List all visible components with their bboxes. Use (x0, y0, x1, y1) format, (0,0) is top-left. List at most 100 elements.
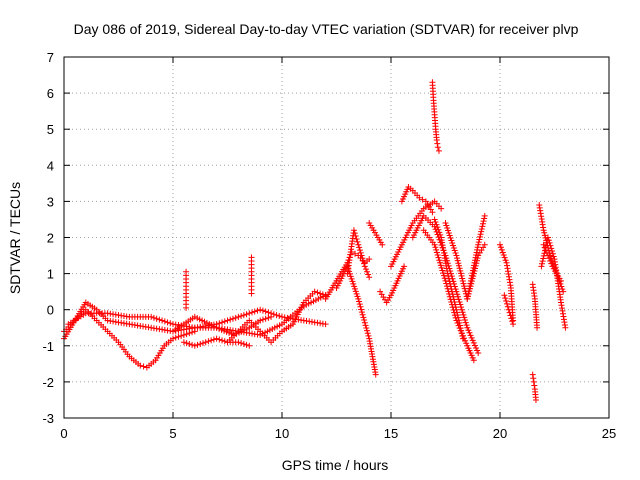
data-point-marker (454, 311, 461, 318)
data-point-marker (358, 306, 365, 313)
data-point-marker (186, 340, 193, 347)
x-tick-label: 25 (602, 426, 616, 441)
data-point-marker (197, 340, 204, 347)
data-series-track-02 (61, 292, 329, 338)
data-point-marker (191, 342, 198, 349)
data-point-marker (180, 339, 187, 346)
data-point-marker (355, 295, 362, 302)
data-series-track-10 (333, 263, 379, 378)
data-point-marker (210, 336, 217, 343)
data-point-marker (353, 235, 360, 242)
data-point-marker (550, 253, 557, 260)
data-point-marker (456, 322, 463, 329)
data-point-marker (562, 324, 569, 331)
data-point-marker (243, 341, 250, 348)
data-point-marker (435, 254, 442, 261)
data-point-marker (547, 257, 554, 264)
x-tick-label: 5 (169, 426, 176, 441)
data-point-marker (548, 260, 555, 267)
data-point-marker (240, 312, 247, 319)
data-point-marker (448, 286, 455, 293)
y-tick-label: 4 (47, 158, 54, 173)
data-point-marker (473, 260, 480, 267)
plot-frame (63, 56, 610, 419)
data-point-marker (262, 308, 269, 315)
data-point-marker (464, 295, 471, 302)
data-series-track-20 (442, 212, 488, 302)
x-tick-label: 15 (384, 426, 398, 441)
data-point-marker (461, 283, 468, 290)
data-point-marker (314, 289, 321, 296)
data-point-marker (322, 321, 329, 328)
data-point-marker (545, 237, 552, 244)
data-point-marker (481, 212, 488, 219)
data-point-marker (469, 275, 476, 282)
data-point-marker (454, 255, 461, 262)
data-point-marker (455, 262, 462, 269)
data-point-marker (458, 327, 465, 334)
data-point-marker (268, 313, 275, 320)
data-point-marker (362, 266, 369, 273)
data-point-marker (249, 309, 256, 316)
data-point-marker (433, 249, 440, 256)
data-series-track-04 (170, 313, 275, 338)
data-point-marker (464, 324, 471, 331)
data-point-marker (219, 319, 226, 326)
data-point-marker (442, 277, 449, 284)
tick-labels: 0 5 10 15 20 25 -3 -2 -1 0 1 2 3 4 5 6 7 (42, 50, 616, 441)
data-point-marker (366, 256, 373, 263)
data-point-marker (452, 301, 459, 308)
data-point-marker (150, 314, 157, 321)
data-point-marker (243, 325, 250, 332)
data-point-marker (477, 231, 484, 238)
y-axis-label: SDTVAR / TECUs (7, 182, 23, 294)
data-point-marker (350, 227, 357, 234)
data-point-marker (467, 283, 474, 290)
data-point-marker (441, 275, 448, 282)
data-series-track-19 (429, 79, 442, 154)
data-point-marker (356, 301, 363, 308)
data-point-marker (460, 280, 467, 287)
data-point-marker (262, 315, 269, 322)
data-point-marker (432, 244, 439, 251)
data-point-marker (458, 304, 465, 311)
data-series-track-23 (501, 292, 517, 328)
data-point-marker (364, 330, 371, 337)
data-point-marker (317, 290, 324, 297)
y-tick-label: 6 (47, 86, 54, 101)
data-point-marker (465, 327, 472, 334)
data-point-marker (457, 270, 464, 277)
data-point-marker (167, 320, 174, 327)
x-tick-label: 20 (493, 426, 507, 441)
data-point-marker (476, 236, 483, 243)
data-point-marker (529, 371, 536, 378)
data-point-marker (276, 313, 283, 320)
data-series-track-06 (180, 335, 253, 349)
data-point-marker (235, 313, 242, 320)
data-point-marker (358, 309, 365, 316)
data-point-marker (456, 265, 463, 272)
data-point-marker (437, 262, 444, 269)
data-point-marker (458, 272, 465, 279)
data-point-marker (435, 226, 442, 233)
data-point-marker (433, 246, 440, 253)
data-point-marker (156, 316, 163, 323)
data-point-marker (356, 298, 363, 305)
data-point-marker (438, 205, 445, 212)
data-point-marker (221, 338, 228, 345)
data-point-marker (472, 265, 479, 272)
data-point-marker (506, 309, 513, 316)
data-point-marker (319, 291, 326, 298)
data-point-marker (459, 335, 466, 342)
data-point-marker (361, 260, 368, 267)
data-point-marker (530, 375, 537, 382)
data-point-marker (360, 314, 367, 321)
data-series-track-21 (464, 241, 488, 302)
data-point-marker (468, 278, 475, 285)
data-series-track-07 (183, 268, 190, 311)
data-point-marker (202, 339, 209, 346)
data-point-marker (259, 316, 266, 323)
data-point-marker (148, 313, 155, 320)
data-point-marker (476, 233, 483, 240)
data-point-marker (216, 336, 223, 343)
